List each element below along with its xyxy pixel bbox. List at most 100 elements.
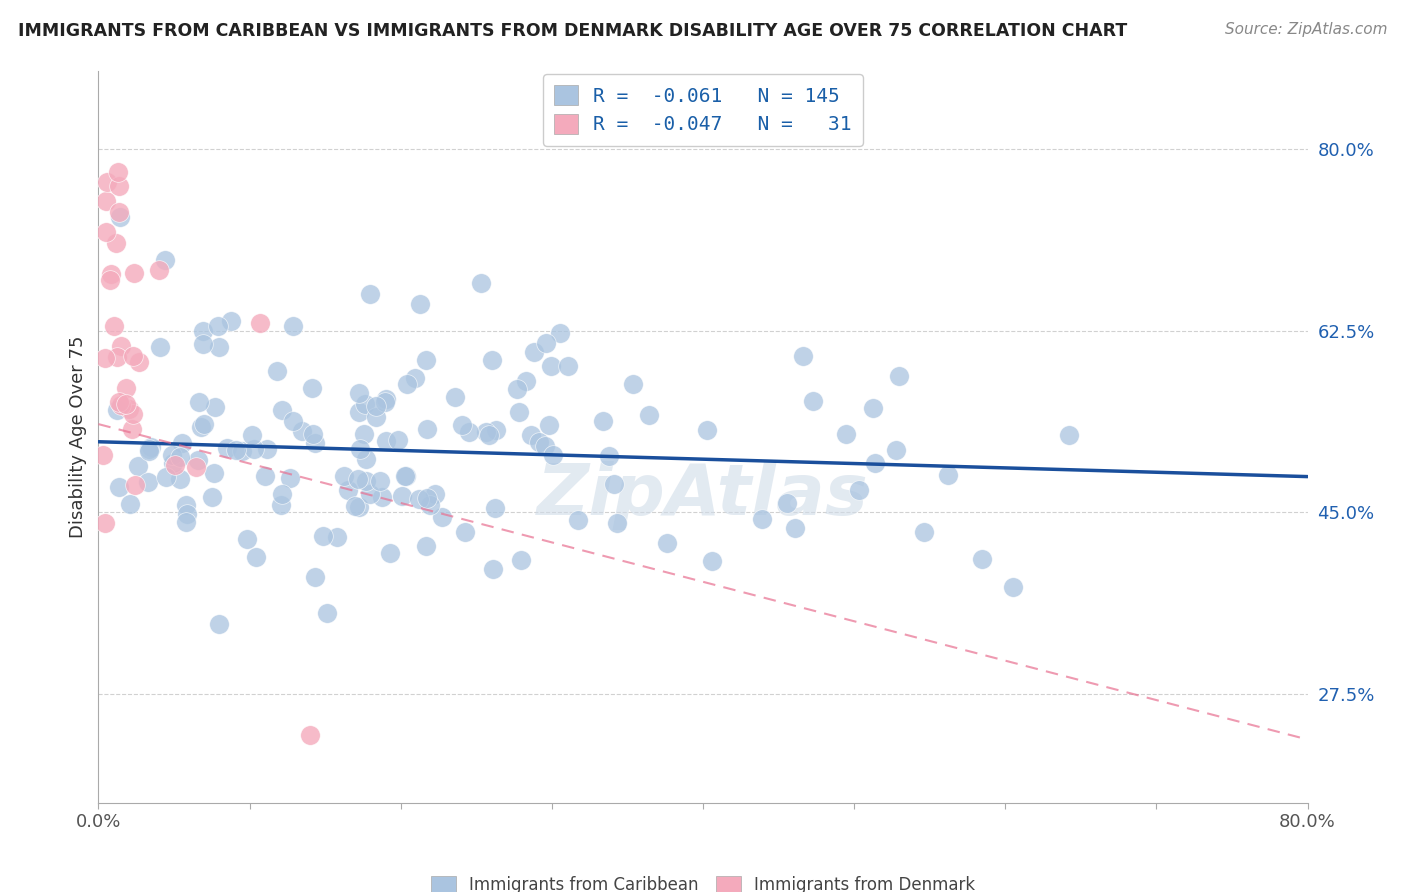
Point: [115, 397, 138, 411]
Point: [160, 448, 183, 462]
Point: [118, 497, 141, 511]
Point: [96, 175, 118, 189]
Point: [169, 472, 191, 486]
Point: [415, 539, 437, 553]
Point: [567, 513, 589, 527]
Point: [541, 448, 564, 462]
Point: [162, 456, 184, 470]
Point: [470, 277, 492, 291]
Point: [333, 468, 356, 483]
Point: [190, 420, 212, 434]
Point: [105, 403, 128, 417]
Point: [176, 507, 198, 521]
Point: [204, 401, 226, 415]
Point: [149, 340, 172, 354]
Point: [191, 324, 214, 338]
Point: [94, 516, 117, 530]
Point: [98, 272, 121, 286]
Point: [108, 205, 131, 219]
Point: [122, 267, 145, 281]
Point: [534, 439, 557, 453]
Point: [231, 443, 253, 458]
Point: [270, 403, 292, 417]
Point: [482, 562, 505, 576]
Point: [481, 353, 503, 368]
Point: [138, 442, 160, 456]
Point: [457, 425, 479, 440]
Point: [354, 452, 377, 467]
Point: [484, 501, 506, 516]
Point: [395, 468, 418, 483]
Point: [425, 486, 447, 500]
Point: [110, 398, 132, 412]
Point: [623, 376, 645, 391]
Point: [326, 530, 349, 544]
Point: [349, 442, 371, 457]
Point: [107, 165, 129, 179]
Point: [141, 440, 163, 454]
Point: [301, 426, 323, 441]
Point: [155, 252, 177, 267]
Point: [299, 728, 322, 742]
Point: [187, 453, 209, 467]
Point: [236, 533, 259, 547]
Point: [148, 262, 170, 277]
Point: [243, 442, 266, 457]
Point: [347, 385, 370, 400]
Point: [91, 449, 114, 463]
Point: [1057, 428, 1080, 442]
Y-axis label: Disability Age Over 75: Disability Age Over 75: [69, 335, 87, 539]
Point: [172, 435, 194, 450]
Point: [110, 339, 132, 353]
Point: [527, 434, 550, 449]
Point: [108, 178, 131, 193]
Point: [174, 498, 197, 512]
Point: [803, 394, 825, 409]
Point: [408, 491, 430, 506]
Point: [776, 496, 799, 510]
Point: [201, 490, 224, 504]
Point: [887, 368, 910, 383]
Point: [353, 427, 375, 442]
Point: [523, 345, 546, 359]
Point: [165, 458, 187, 473]
Point: [103, 318, 125, 333]
Point: [371, 490, 394, 504]
Point: [505, 382, 527, 396]
Point: [364, 399, 387, 413]
Point: [191, 337, 214, 351]
Point: [359, 487, 381, 501]
Point: [122, 407, 145, 421]
Point: [416, 422, 439, 436]
Point: [785, 521, 807, 535]
Point: [373, 394, 395, 409]
Point: [592, 414, 614, 428]
Point: [404, 370, 426, 384]
Point: [202, 466, 225, 480]
Point: [936, 467, 959, 482]
Point: [312, 529, 335, 543]
Point: [395, 377, 418, 392]
Point: [208, 616, 231, 631]
Point: [344, 499, 367, 513]
Point: [835, 426, 858, 441]
Point: [105, 350, 128, 364]
Point: [107, 395, 129, 409]
Point: [655, 536, 678, 550]
Point: [540, 359, 562, 374]
Point: [638, 409, 661, 423]
Point: [370, 474, 392, 488]
Point: [254, 468, 277, 483]
Point: [127, 459, 149, 474]
Point: [208, 340, 231, 354]
Point: [105, 235, 128, 250]
Point: [914, 525, 936, 540]
Point: [245, 550, 267, 565]
Point: [128, 355, 150, 369]
Point: [304, 436, 326, 450]
Point: [349, 405, 371, 419]
Point: [409, 296, 432, 310]
Point: [108, 210, 131, 224]
Point: [271, 487, 294, 501]
Point: [354, 474, 377, 488]
